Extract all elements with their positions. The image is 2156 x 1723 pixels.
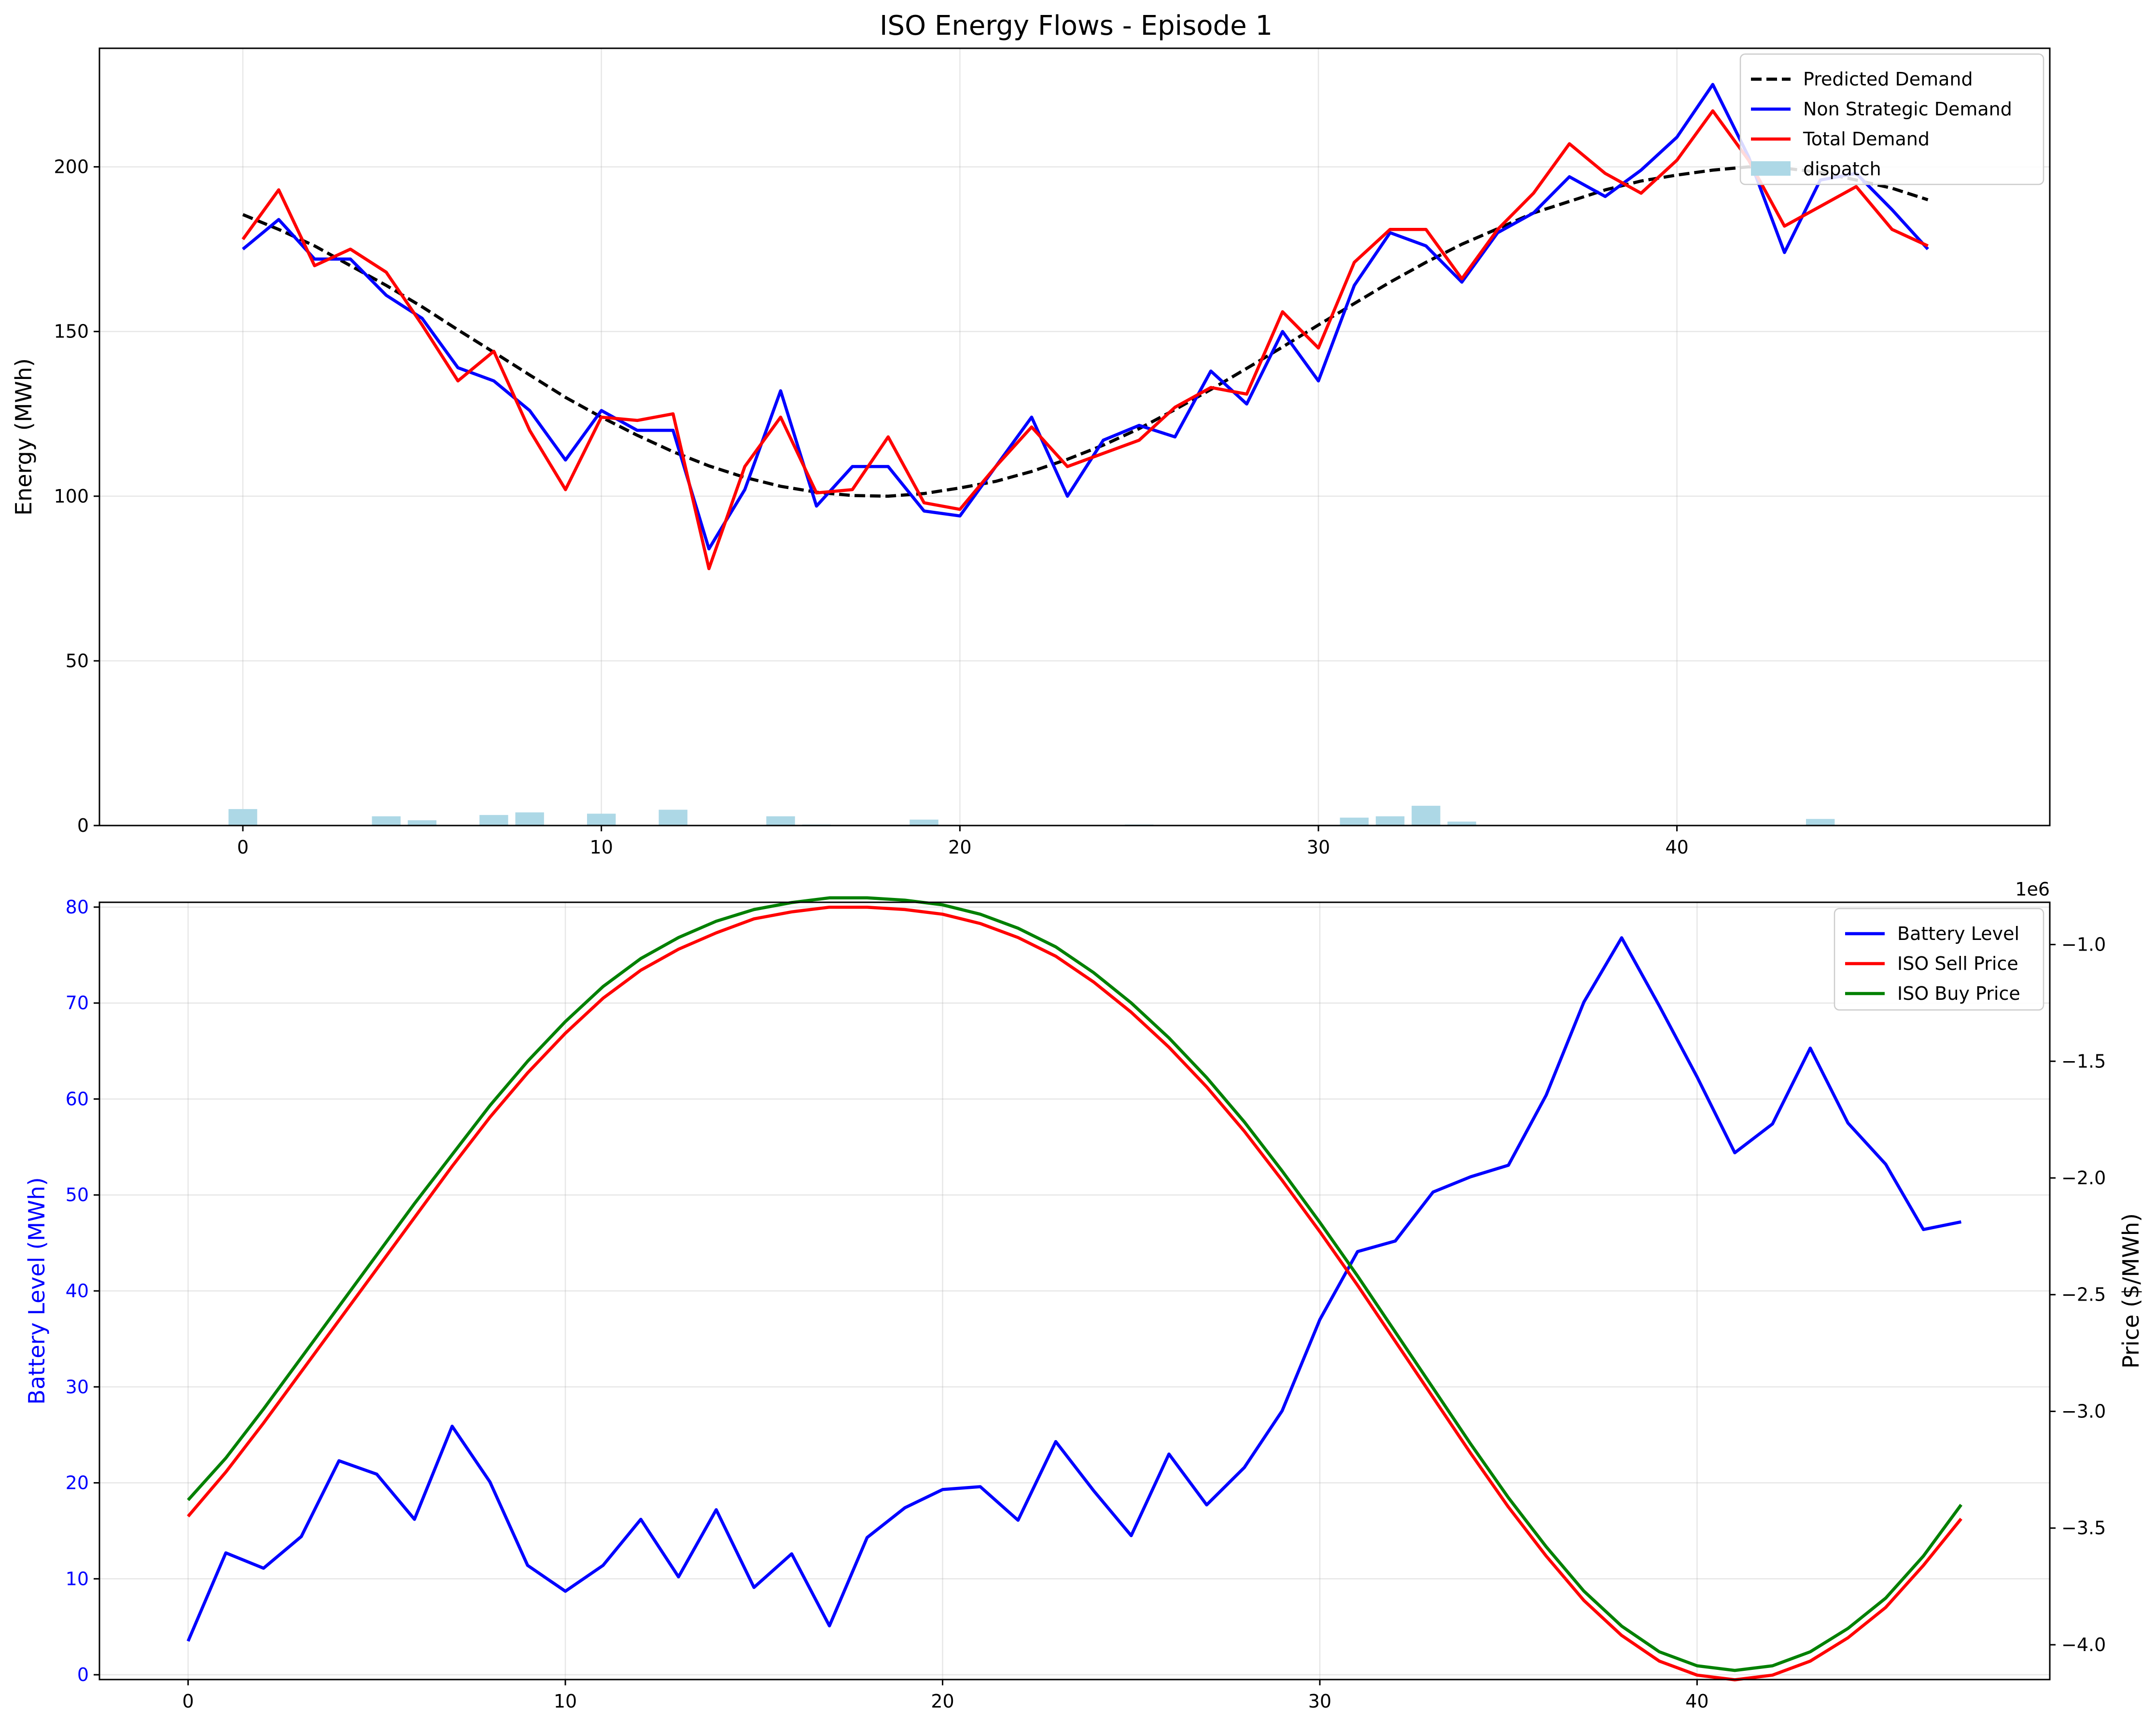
y-tick-label: 50	[66, 1184, 89, 1205]
top-x-ticks: 0 10 20 30 40	[237, 826, 1689, 858]
series-line-iso-sell-price	[187, 905, 1962, 1681]
price-axis-offset-text: 1e6	[2015, 879, 2050, 900]
dispatch-bar	[658, 810, 687, 826]
top-y-axis-label: Energy (MWh)	[11, 358, 37, 516]
x-tick-label: 40	[1665, 837, 1688, 858]
y-tick-label: 60	[66, 1088, 89, 1109]
x-tick-label: 20	[948, 837, 971, 858]
y2-tick-label: −1.5	[2061, 1051, 2106, 1072]
top-y-ticks: 0 50 100 150 200	[54, 156, 99, 836]
legend-label: Total Demand	[1803, 128, 1930, 150]
y-tick-label: 100	[54, 486, 89, 507]
y2-tick-label: −3.5	[2061, 1517, 2106, 1539]
x-tick-label: 0	[237, 837, 249, 858]
y2-tick-label: −3.0	[2061, 1401, 2106, 1422]
bottom-right-y-ticks: −4.0 −3.5 −3.0 −2.5 −2.0 −1.5 −1.0	[2050, 934, 2106, 1655]
x-tick-label: 10	[590, 837, 613, 858]
x-tick-label: 30	[1307, 837, 1330, 858]
x-tick-label: 0	[182, 1691, 194, 1712]
top-plot-frame	[98, 47, 2051, 826]
dispatch-bar	[515, 812, 544, 826]
legend-label: Non Strategic Demand	[1803, 98, 2012, 120]
top-legend-box	[1739, 53, 2044, 185]
bottom-grid	[99, 902, 2050, 1680]
y-tick-label: 200	[54, 156, 89, 178]
dispatch-bar	[1447, 821, 1476, 826]
series-line-iso-buy-price	[187, 896, 1963, 1672]
series-line-non-strategic-demand	[242, 83, 1929, 551]
top-series-lines	[241, 83, 1929, 571]
dispatch-bar	[372, 816, 401, 826]
legend-swatch	[1751, 161, 1791, 176]
y-tick-label: 40	[66, 1280, 89, 1302]
y-tick-label: 80	[66, 897, 89, 918]
dispatch-bar	[1412, 806, 1441, 826]
y2-tick-label: −4.0	[2061, 1634, 2106, 1655]
legend-label: ISO Sell Price	[1897, 953, 2018, 974]
battery-price-panel: 0 10 20 30 40 0 10 20 30 40 50 60 70 80 −4.0 −3.5 −3.0…	[24, 879, 2144, 1712]
dispatch-bar	[1806, 819, 1835, 826]
y2-tick-label: −2.0	[2061, 1167, 2106, 1189]
dispatch-bar	[766, 816, 795, 826]
legend-label: dispatch	[1803, 158, 1881, 180]
dispatch-bar	[587, 813, 616, 826]
y2-tick-label: −1.0	[2061, 934, 2106, 955]
series-line-predicted-demand	[242, 165, 1929, 498]
y-tick-label: 70	[66, 993, 89, 1014]
x-tick-label: 40	[1685, 1691, 1708, 1712]
y-tick-label: 10	[66, 1568, 89, 1589]
top-legend: Predicted Demand Non Strategic Demand Tota…	[1739, 53, 2044, 185]
y-tick-label: 0	[77, 815, 89, 836]
x-tick-label: 10	[554, 1691, 577, 1712]
y2-tick-label: −2.5	[2061, 1284, 2106, 1305]
dispatch-bar	[407, 820, 437, 826]
energy-flows-panel: ISO Energy Flows - Episode 1 0 10 20 30 40 0…	[11, 10, 2051, 858]
price-axis-label: Price ($/MWh)	[2118, 1213, 2144, 1369]
dispatch-bar	[479, 815, 508, 826]
dispatch-bar	[910, 819, 938, 826]
x-tick-label: 30	[1308, 1691, 1331, 1712]
dispatch-bars	[228, 806, 1835, 826]
x-tick-label: 20	[931, 1691, 954, 1712]
bottom-legend-box	[1834, 908, 2044, 1011]
dispatch-bar	[228, 809, 257, 826]
y-tick-label: 150	[54, 321, 89, 342]
legend-label: ISO Buy Price	[1897, 983, 2020, 1004]
legend-label: Predicted Demand	[1803, 69, 1973, 90]
bottom-legend: Battery Level ISO Sell Price ISO Buy Price	[1834, 908, 2044, 1011]
battery-level-axis-label: Battery Level (MWh)	[24, 1177, 50, 1404]
series-line-total-demand	[241, 109, 1929, 571]
legend-label: Battery Level	[1897, 923, 2019, 944]
dispatch-bar	[1340, 817, 1369, 826]
y-tick-label: 0	[77, 1664, 89, 1685]
y-tick-label: 30	[66, 1376, 89, 1398]
y-tick-label: 50	[66, 650, 89, 672]
bottom-x-ticks: 0 10 20 30 40	[182, 1680, 1709, 1712]
bottom-left-y-ticks: 0 10 20 30 40 50 60 70 80	[66, 897, 99, 1685]
y-tick-label: 20	[66, 1472, 89, 1494]
bottom-series-lines	[186, 896, 1963, 1681]
series-line-battery-level	[186, 936, 1962, 1642]
chart-title: ISO Energy Flows - Episode 1	[880, 10, 1273, 42]
dispatch-bar	[1375, 816, 1405, 826]
